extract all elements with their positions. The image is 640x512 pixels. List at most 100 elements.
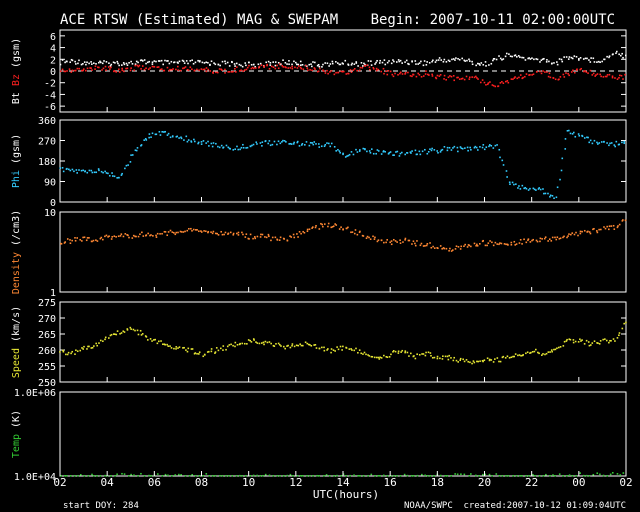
data-point-speed <box>123 331 126 333</box>
data-point-speed <box>243 342 246 345</box>
data-point-speed <box>618 332 621 334</box>
data-point-density <box>253 236 256 238</box>
data-point-phi <box>100 170 103 173</box>
data-point-phi <box>568 129 570 132</box>
data-point-bz <box>107 66 110 68</box>
data-point-bt <box>616 50 618 53</box>
data-point-temp <box>121 472 123 475</box>
data-point-speed <box>506 355 509 358</box>
data-point-bz <box>600 75 602 78</box>
data-point-temp <box>211 475 214 477</box>
data-point-speed <box>568 338 571 341</box>
data-point-phi <box>457 150 459 153</box>
data-point-bt <box>181 59 184 62</box>
y-tick-label-mag: 0 <box>50 67 56 78</box>
data-point-speed <box>350 348 352 350</box>
data-point-density <box>424 245 426 247</box>
data-point-phi <box>603 141 605 143</box>
data-point-bz <box>151 65 154 68</box>
data-point-bt <box>401 62 403 64</box>
data-point-phi <box>392 154 394 156</box>
data-point-temp <box>532 473 534 476</box>
data-point-density <box>551 236 554 239</box>
data-point-speed <box>512 355 514 358</box>
data-point-bt <box>267 60 270 63</box>
data-point-phi <box>613 144 616 146</box>
data-point-bt <box>282 59 284 61</box>
data-point-phi <box>362 147 365 150</box>
data-point-density <box>532 238 535 241</box>
data-point-bz <box>145 67 147 70</box>
data-point-temp <box>140 472 142 475</box>
data-point-speed <box>394 350 397 353</box>
data-point-speed <box>280 345 282 347</box>
data-point-density <box>523 238 525 241</box>
data-point-bz <box>359 66 362 69</box>
data-point-density <box>182 231 185 233</box>
data-point-speed <box>110 333 113 336</box>
data-point-density <box>556 236 559 239</box>
data-point-bt <box>443 58 446 61</box>
data-point-phi <box>348 153 351 156</box>
data-point-bz <box>159 68 162 71</box>
data-point-phi <box>364 148 366 151</box>
data-point-density <box>559 237 562 240</box>
data-point-speed <box>452 359 455 362</box>
data-point-density <box>279 236 282 239</box>
data-point-phi <box>395 151 397 153</box>
data-point-bt <box>425 64 428 66</box>
data-point-temp <box>482 473 484 476</box>
data-point-bt <box>437 59 440 61</box>
data-point-density <box>359 230 361 233</box>
data-point-phi <box>186 140 189 143</box>
data-point-bt <box>162 63 165 66</box>
data-point-phi <box>256 143 258 145</box>
data-point-density <box>531 239 533 242</box>
data-point-density <box>200 230 202 232</box>
data-point-bt <box>173 61 175 64</box>
data-point-speed <box>186 350 189 353</box>
data-point-speed <box>623 322 625 325</box>
data-point-bt <box>110 63 113 66</box>
data-point-bz <box>143 68 146 71</box>
data-point-density <box>327 222 330 225</box>
data-point-temp <box>77 475 79 477</box>
data-point-temp <box>244 475 247 477</box>
data-point-phi <box>102 171 104 174</box>
data-point-bz <box>157 66 160 68</box>
data-point-bz <box>392 75 395 78</box>
data-point-bz <box>369 68 371 71</box>
data-point-temp <box>316 474 318 477</box>
data-point-density <box>180 231 183 233</box>
data-point-bt <box>548 60 550 63</box>
data-point-bz <box>554 78 557 81</box>
data-point-bt <box>326 62 329 65</box>
data-point-density <box>350 231 352 234</box>
data-point-density <box>577 234 579 237</box>
data-point-bt <box>187 62 189 65</box>
data-point-temp <box>579 472 581 474</box>
data-point-bz <box>257 66 260 69</box>
data-point-bt <box>322 63 324 66</box>
data-point-density <box>579 232 582 235</box>
data-point-bz <box>278 62 281 65</box>
data-point-bz <box>576 68 578 71</box>
data-point-bt <box>423 60 426 62</box>
data-point-bt <box>545 61 548 63</box>
data-point-bt <box>351 62 353 65</box>
data-point-bt <box>221 60 224 63</box>
data-point-bt <box>153 60 156 62</box>
data-point-phi <box>539 188 542 191</box>
data-point-speed <box>614 340 616 342</box>
data-point-phi <box>492 147 495 149</box>
data-point-bt <box>567 58 570 60</box>
data-point-bt <box>140 59 143 61</box>
data-point-phi <box>498 148 501 151</box>
data-point-temp <box>340 475 343 477</box>
data-point-phi <box>225 144 228 147</box>
data-point-bt <box>612 53 614 55</box>
data-point-phi <box>564 138 567 140</box>
data-point-bz <box>314 68 316 70</box>
data-point-bt <box>78 59 80 62</box>
